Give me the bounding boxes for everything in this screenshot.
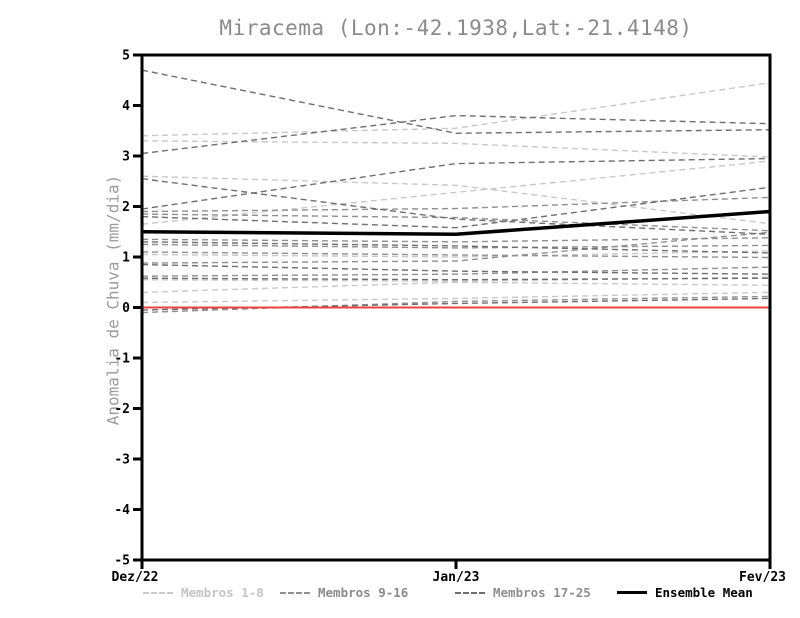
y-tick-label: -5 — [114, 554, 130, 569]
legend-item-membros-17-25: Membros 17-25 — [455, 585, 591, 600]
x-tick-label: Fev/23 — [739, 570, 786, 585]
dashed-line-sample-medium — [280, 591, 310, 594]
plot-title: Miracema (Lon:-42.1938,Lat:-21.4148) — [219, 16, 693, 40]
legend-label: Membros 1-8 — [181, 585, 264, 600]
y-tick-label: -3 — [114, 453, 130, 468]
member-line-membro-5 — [141, 250, 771, 258]
y-tick-label: 5 — [122, 49, 130, 64]
member-line-membro-4 — [141, 160, 771, 225]
y-tick-label: -2 — [114, 402, 130, 417]
member-line-membro-14 — [141, 231, 771, 264]
member-line-membro-17 — [141, 69, 771, 134]
legend-item-membros-9-16: Membros 9-16 — [280, 585, 408, 600]
dashed-line-sample-light — [143, 591, 173, 594]
dashed-line-sample-dark — [455, 591, 485, 594]
legend-item-ensemble-mean: Ensemble Mean — [617, 585, 753, 600]
member-line-membro-10 — [141, 213, 771, 232]
member-line-membro-1 — [141, 82, 771, 137]
y-tick-label: -4 — [114, 503, 130, 518]
y-tick-label: 2 — [122, 200, 130, 215]
x-tick-label: Jan/23 — [433, 570, 480, 585]
member-line-membro-23 — [141, 263, 771, 275]
member-line-membro-7 — [141, 281, 771, 294]
member-line-membro-20 — [141, 178, 771, 235]
member-line-membro-3 — [141, 175, 771, 225]
member-line-membro-18 — [141, 114, 771, 155]
x-tick-label: Dez/22 — [112, 570, 159, 585]
chart-legend: Membros 1-8 Membros 9-16 Membros 17-25 E… — [0, 585, 800, 609]
solid-line-sample-black — [617, 591, 647, 594]
y-tick-label: 4 — [122, 99, 130, 114]
member-line-membro-11 — [141, 237, 771, 243]
legend-label: Membros 9-16 — [318, 585, 409, 600]
member-line-membro-24 — [141, 277, 771, 281]
legend-label: Membros 17-25 — [493, 585, 591, 600]
member-line-membro-16 — [141, 295, 771, 314]
member-line-membro-13 — [141, 251, 771, 259]
y-tick-label: 3 — [122, 150, 130, 165]
member-line-membro-2 — [141, 140, 771, 158]
member-line-membro-19 — [141, 157, 771, 210]
y-tick-label: -1 — [114, 352, 130, 367]
legend-item-membros-1-8: Membros 1-8 — [143, 585, 264, 600]
legend-label: Ensemble Mean — [655, 585, 753, 600]
ensemble-mean-line — [141, 209, 771, 237]
y-tick-label: 0 — [122, 301, 130, 316]
member-line-membro-22 — [141, 241, 771, 254]
member-line-membro-12 — [141, 243, 771, 249]
member-line-membro-21 — [141, 186, 771, 229]
y-tick-label: 1 — [122, 251, 130, 266]
member-line-membro-15 — [141, 266, 771, 277]
member-line-membro-8 — [141, 291, 771, 304]
